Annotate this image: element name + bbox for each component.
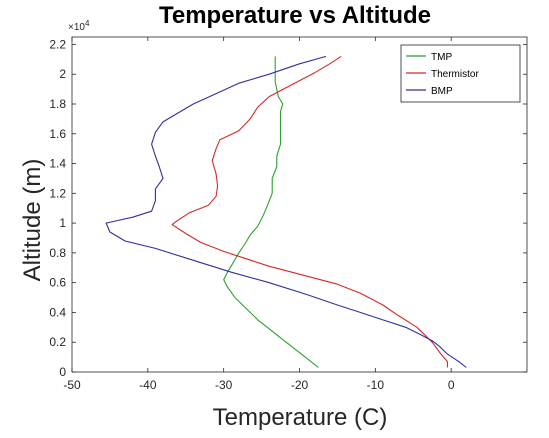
y-tick-label: 1.2 <box>49 186 66 200</box>
y-tick-label: 0.4 <box>49 305 66 319</box>
x-tick-label: -50 <box>63 378 81 392</box>
x-tick-label: -30 <box>215 378 233 392</box>
legend: TMP Thermistor BMP <box>400 44 521 103</box>
y-tick-label: 1.4 <box>49 157 66 171</box>
y-axis-ticks: 0 0.2 0.4 0.6 0.8 1 1.2 1.4 1.6 1.8 2 2.2 <box>49 37 527 379</box>
y-tick-label: 1.6 <box>49 127 66 141</box>
series-line-thermistor <box>171 55 448 368</box>
y-axis-exponent: ×104 <box>68 19 90 33</box>
y-tick-label: 0.8 <box>49 246 66 260</box>
x-tick-label: -40 <box>139 378 157 392</box>
chart-title: Temperature vs Altitude <box>159 2 431 29</box>
y-tick-label: 2 <box>59 67 66 81</box>
y-axis-label: Altitude (m) <box>19 159 46 282</box>
x-tick-label: -10 <box>367 378 385 392</box>
y-tick-label: 1.8 <box>49 97 66 111</box>
legend-label: BMP <box>431 86 453 97</box>
y-tick-label: 0 <box>59 365 66 379</box>
y-tick-label: 0.6 <box>49 276 66 290</box>
x-axis-ticks: -50 -40 -30 -20 -10 0 <box>63 37 455 392</box>
legend-label: Thermistor <box>431 69 479 80</box>
x-tick-label: -20 <box>291 378 309 392</box>
x-tick-label: 0 <box>448 378 455 392</box>
series-line-tmp <box>223 56 319 368</box>
series-layer <box>105 55 467 368</box>
series-line-bmp <box>105 55 467 368</box>
legend-label: TMP <box>431 52 452 63</box>
x-axis-label: Temperature (C) <box>213 404 388 431</box>
y-tick-label: 2.2 <box>49 37 66 51</box>
y-tick-label: 1 <box>59 216 66 230</box>
y-tick-label: 0.2 <box>49 335 66 349</box>
